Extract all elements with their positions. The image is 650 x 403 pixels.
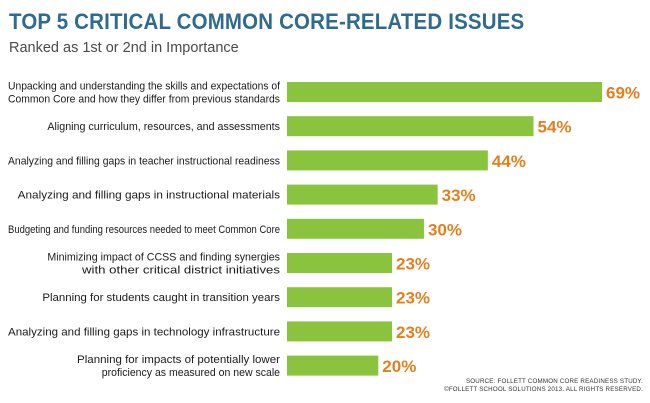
- bar-6: [287, 253, 392, 273]
- category-label-line: Minimizing impact of CCSS and finding sy…: [47, 252, 280, 264]
- value-label-9: 20%: [382, 357, 416, 376]
- category-label-8: Analyzing and filling gaps in technology…: [8, 326, 280, 338]
- category-label-9: Planning for impacts of potentially lowe…: [77, 354, 280, 379]
- category-label-line: Planning for impacts of potentially lowe…: [77, 354, 280, 366]
- category-label-6: Minimizing impact of CCSS and finding sy…: [47, 252, 280, 277]
- category-label-1: Unpacking and understanding the skills a…: [8, 81, 281, 106]
- source-line: SOURCE: FOLLETT COMMON CORE READINESS ST…: [465, 378, 643, 385]
- category-label-line: proficiency as measured on new scale: [102, 367, 280, 379]
- category-label-line: Common Core and how they differ from pre…: [8, 94, 280, 106]
- chart-title: TOP 5 CRITICAL COMMON CORE-RELATED ISSUE…: [9, 9, 525, 34]
- bar-7: [287, 287, 392, 308]
- category-label-7: Planning for students caught in transiti…: [42, 292, 280, 304]
- category-label-line: Analyzing and filling gaps in teacher in…: [8, 155, 280, 167]
- category-label-line: Aligning curriculum, resources, and asse…: [47, 121, 280, 133]
- value-label-6: 23%: [396, 255, 430, 274]
- bar-8: [287, 321, 392, 342]
- chart-subtitle: Ranked as 1st or 2nd in Importance: [9, 40, 239, 56]
- value-label-8: 23%: [396, 323, 430, 342]
- source-note: SOURCE: FOLLETT COMMON CORE READINESS ST…: [444, 378, 643, 393]
- category-label-line: Budgeting and funding resources needed t…: [8, 224, 280, 236]
- category-label-5: Budgeting and funding resources needed t…: [8, 224, 280, 236]
- bar-1: [287, 82, 602, 102]
- value-label-3: 44%: [492, 152, 526, 171]
- bar-4: [287, 184, 438, 205]
- value-label-4: 33%: [442, 186, 476, 205]
- value-label-2: 54%: [538, 118, 572, 137]
- bar-3: [287, 150, 488, 171]
- copyright-line: ©FOLLETT SCHOOL SOLUTIONS 2013. ALL RIGH…: [444, 385, 643, 393]
- bar-5: [287, 218, 424, 239]
- category-label-2: Aligning curriculum, resources, and asse…: [47, 121, 280, 133]
- category-label-line: Unpacking and understanding the skills a…: [8, 81, 281, 93]
- category-label-line: Analyzing and filling gaps in technology…: [8, 326, 280, 338]
- category-label-3: Analyzing and filling gaps in teacher in…: [8, 155, 280, 167]
- value-label-5: 30%: [428, 220, 462, 239]
- value-label-7: 23%: [396, 289, 430, 308]
- bar-9: [287, 355, 379, 376]
- category-label-4: Analyzing and filling gaps in instructio…: [18, 190, 281, 202]
- category-label-line: Planning for students caught in transiti…: [42, 292, 280, 304]
- value-label-1: 69%: [606, 84, 640, 103]
- bar-2: [287, 116, 534, 137]
- category-label-line: Analyzing and filling gaps in instructio…: [18, 190, 281, 202]
- category-label-line: with other critical district initiatives: [81, 265, 281, 277]
